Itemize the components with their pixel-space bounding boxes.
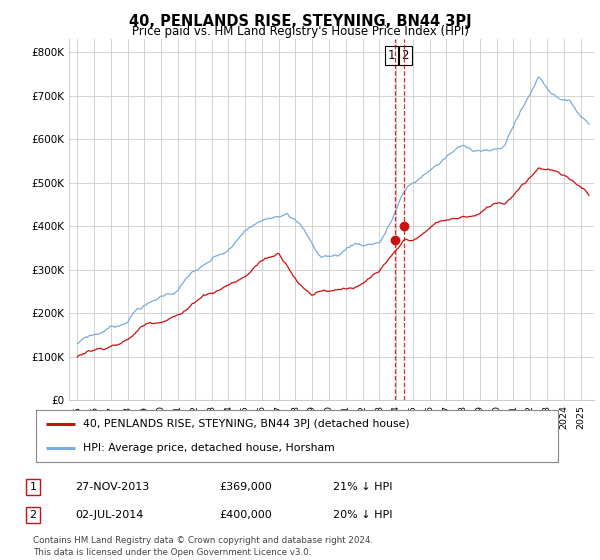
Text: Price paid vs. HM Land Registry's House Price Index (HPI): Price paid vs. HM Land Registry's House … — [131, 25, 469, 38]
Text: 1: 1 — [29, 482, 37, 492]
Text: 2: 2 — [401, 49, 409, 62]
Text: Contains HM Land Registry data © Crown copyright and database right 2024.
This d: Contains HM Land Registry data © Crown c… — [33, 536, 373, 557]
Text: 40, PENLANDS RISE, STEYNING, BN44 3PJ (detached house): 40, PENLANDS RISE, STEYNING, BN44 3PJ (d… — [83, 419, 410, 429]
Text: 2: 2 — [29, 510, 37, 520]
Text: 27-NOV-2013: 27-NOV-2013 — [75, 482, 149, 492]
Text: 02-JUL-2014: 02-JUL-2014 — [75, 510, 143, 520]
Text: HPI: Average price, detached house, Horsham: HPI: Average price, detached house, Hors… — [83, 443, 335, 453]
Text: £400,000: £400,000 — [219, 510, 272, 520]
Text: 40, PENLANDS RISE, STEYNING, BN44 3PJ: 40, PENLANDS RISE, STEYNING, BN44 3PJ — [128, 14, 472, 29]
Text: £369,000: £369,000 — [219, 482, 272, 492]
Text: 21% ↓ HPI: 21% ↓ HPI — [333, 482, 392, 492]
Text: 20% ↓ HPI: 20% ↓ HPI — [333, 510, 392, 520]
Text: 1: 1 — [388, 49, 395, 62]
